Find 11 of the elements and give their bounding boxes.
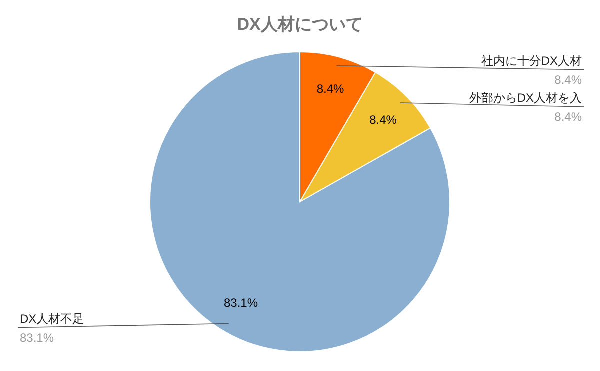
slice-label: 社内に十分DX人材 bbox=[481, 54, 582, 68]
slice-label: DX人材不足 bbox=[20, 312, 85, 326]
pie-slice bbox=[150, 52, 450, 352]
chart-title: DX人材について bbox=[237, 15, 363, 34]
text: 8.4% bbox=[554, 72, 582, 87]
text: 8.4% bbox=[554, 110, 582, 124]
data-label: 83.1% bbox=[224, 296, 258, 310]
text: 83.1% bbox=[20, 330, 54, 345]
data-label: 8.4% bbox=[316, 82, 345, 96]
slice-label: 外部からDX人材を入 bbox=[469, 91, 582, 106]
data-label: 8.4% bbox=[370, 112, 398, 127]
